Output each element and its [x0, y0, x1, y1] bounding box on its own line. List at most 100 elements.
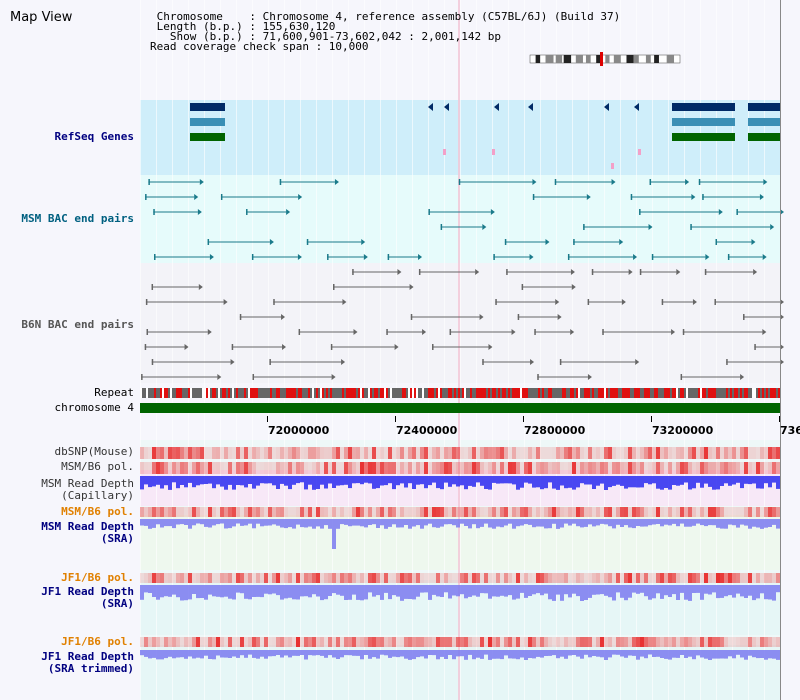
jf1-b6-pol2-heat-cell [224, 637, 228, 647]
msm-b6-pol2-heat-cell [328, 507, 332, 517]
grid-line [172, 0, 173, 700]
msm-b6-pol-heat-cell [772, 462, 776, 474]
msm-b6-pol2-heat-cell [744, 507, 748, 517]
msm-b6-pol-heat-cell [496, 462, 500, 474]
jf1-b6-pol-heat-cell [596, 573, 600, 583]
grid-line [444, 0, 445, 700]
b6n-bac-pair-end [587, 299, 590, 305]
msm-b6-pol-heat-cell [268, 462, 272, 474]
jf1-b6-pol2-heat-cell [368, 637, 372, 647]
msm-b6-pol-heat-cell [364, 462, 368, 474]
track-label-b6n-bac[interactable]: B6N BAC end pairs [21, 318, 134, 331]
refseq-gene-small [611, 163, 614, 169]
msm-depth-cap-bar [760, 476, 764, 489]
dbsnp-heat-cell [508, 447, 512, 459]
msm-depth-sra-bar [360, 519, 364, 527]
b6n-bac-pair-end [628, 269, 633, 275]
msm-depth-sra-bar [312, 519, 316, 529]
msm-depth-cap-bar [712, 476, 716, 490]
ideogram-band [613, 55, 621, 63]
jf1-depth-trim-bar [152, 650, 156, 658]
grid-line [156, 0, 157, 700]
repeat-segment [416, 388, 418, 398]
jf1-b6-pol2-heat-cell [164, 637, 168, 647]
jf1-b6-pol2-heat-cell [512, 637, 516, 647]
msm-b6-pol2-heat-cell [292, 507, 296, 517]
jf1-b6-pol-heat-cell [512, 573, 516, 583]
grid-line [540, 0, 541, 700]
dbsnp-heat-cell [764, 447, 768, 459]
jf1-b6-pol-heat-cell [572, 573, 576, 583]
msm-b6-pol-heat-cell [608, 462, 612, 474]
msm-b6-pol-heat-cell [432, 462, 436, 474]
repeat-segment [698, 388, 700, 398]
jf1-depth-trim-bar [232, 650, 236, 657]
msm-depth-cap-bar [424, 476, 428, 489]
msm-depth-cap-bar [488, 476, 492, 490]
repeat-segment [736, 388, 738, 398]
msm-bac-pair-end [529, 254, 534, 260]
msm-b6-pol2-heat-cell [436, 507, 440, 517]
info-show-range: Show (b.p.) : 71,600,901-73,602,042 : 2,… [150, 30, 501, 43]
msm-b6-pol-heat-cell [720, 462, 724, 474]
jf1-b6-pol-heat-cell [568, 573, 572, 583]
track-label-repeat[interactable]: Repeat [94, 386, 134, 399]
jf1-depth-trim-bar [584, 650, 588, 655]
jf1-b6-pol2-heat-cell [520, 637, 524, 647]
jf1-b6-pol-heat-cell [256, 573, 260, 583]
track-label-msm-depth-cap[interactable]: MSM Read Depth [41, 477, 134, 490]
b6n-bac-pair-end [682, 329, 685, 335]
jf1-depth-trim-bar [592, 650, 596, 656]
dbsnp-heat-cell [716, 447, 720, 459]
jf1-b6-pol2-heat-cell [592, 637, 596, 647]
msm-b6-pol2-heat-cell [568, 507, 572, 517]
repeat-segment [322, 388, 324, 398]
track-label-dbsnp[interactable]: dbSNP(Mouse) [54, 445, 134, 458]
repeat-segment [140, 388, 142, 398]
jf1-depth-trim-bar [564, 650, 568, 659]
msm-depth-sra-bar [340, 519, 344, 525]
jf1-b6-pol2-heat-cell [212, 637, 216, 647]
msm-b6-pol2-heat-cell [456, 507, 460, 517]
dbsnp-heat-cell [644, 447, 648, 459]
msm-b6-pol-heat-cell [712, 462, 716, 474]
track-label-jf1-depth-sra[interactable]: JF1 Read Depth [41, 585, 134, 598]
jf1-depth-trim-bar [248, 650, 252, 655]
msm-depth-cap-bar [532, 476, 536, 488]
track-label-msm-bac[interactable]: MSM BAC end pairs [21, 212, 134, 225]
jf1-depth-sra-bar [736, 585, 740, 594]
track-label-msm-depth-sra[interactable]: MSM Read Depth [41, 520, 134, 533]
jf1-depth-sra-bar [764, 585, 768, 600]
msm-b6-pol2-heat-cell [584, 507, 588, 517]
track-label-jf1-b6-pol[interactable]: JF1/B6 pol. [61, 571, 134, 584]
msm-depth-sra-bar [332, 519, 336, 549]
msm-b6-pol-heat-cell [632, 462, 636, 474]
b6n-bac-pair-end [410, 314, 413, 320]
msm-b6-pol-heat-cell [752, 462, 756, 474]
jf1-depth-trim-bar [740, 650, 744, 658]
track-label-msm-b6-pol-2[interactable]: MSM/B6 pol. [61, 505, 134, 518]
jf1-depth-sra-bar [576, 585, 580, 597]
b6n-bac-pair-end [704, 269, 707, 275]
dbsnp-heat-cell [504, 447, 508, 459]
msm-b6-pol2-heat-cell [448, 507, 452, 517]
jf1-b6-pol-heat-cell [648, 573, 652, 583]
msm-depth-sra-bar [432, 519, 436, 528]
track-label-chromosome[interactable]: chromosome 4 [54, 401, 134, 414]
track-label-refseq[interactable]: RefSeq Genes [54, 130, 134, 143]
b6n-bac-pair-end [198, 284, 203, 290]
dbsnp-heat-cell [752, 447, 756, 459]
track-label-jf1-b6-pol-2[interactable]: JF1/B6 pol. [61, 635, 134, 648]
msm-bac-pair-end [194, 194, 199, 200]
jf1-depth-sra-bar [720, 585, 724, 598]
msm-depth-sra-bar [572, 519, 576, 524]
repeat-segment [404, 388, 406, 398]
msm-depth-sra-bar [488, 519, 492, 528]
ideogram-band [626, 55, 634, 63]
msm-bac-pair-end [715, 239, 718, 245]
jf1-b6-pol2-heat-cell [180, 637, 184, 647]
track-label-msm-b6-pol[interactable]: MSM/B6 pol. [61, 460, 134, 473]
msm-depth-cap-bar [484, 476, 488, 489]
track-label-jf1-depth-trim[interactable]: JF1 Read Depth [41, 650, 134, 663]
